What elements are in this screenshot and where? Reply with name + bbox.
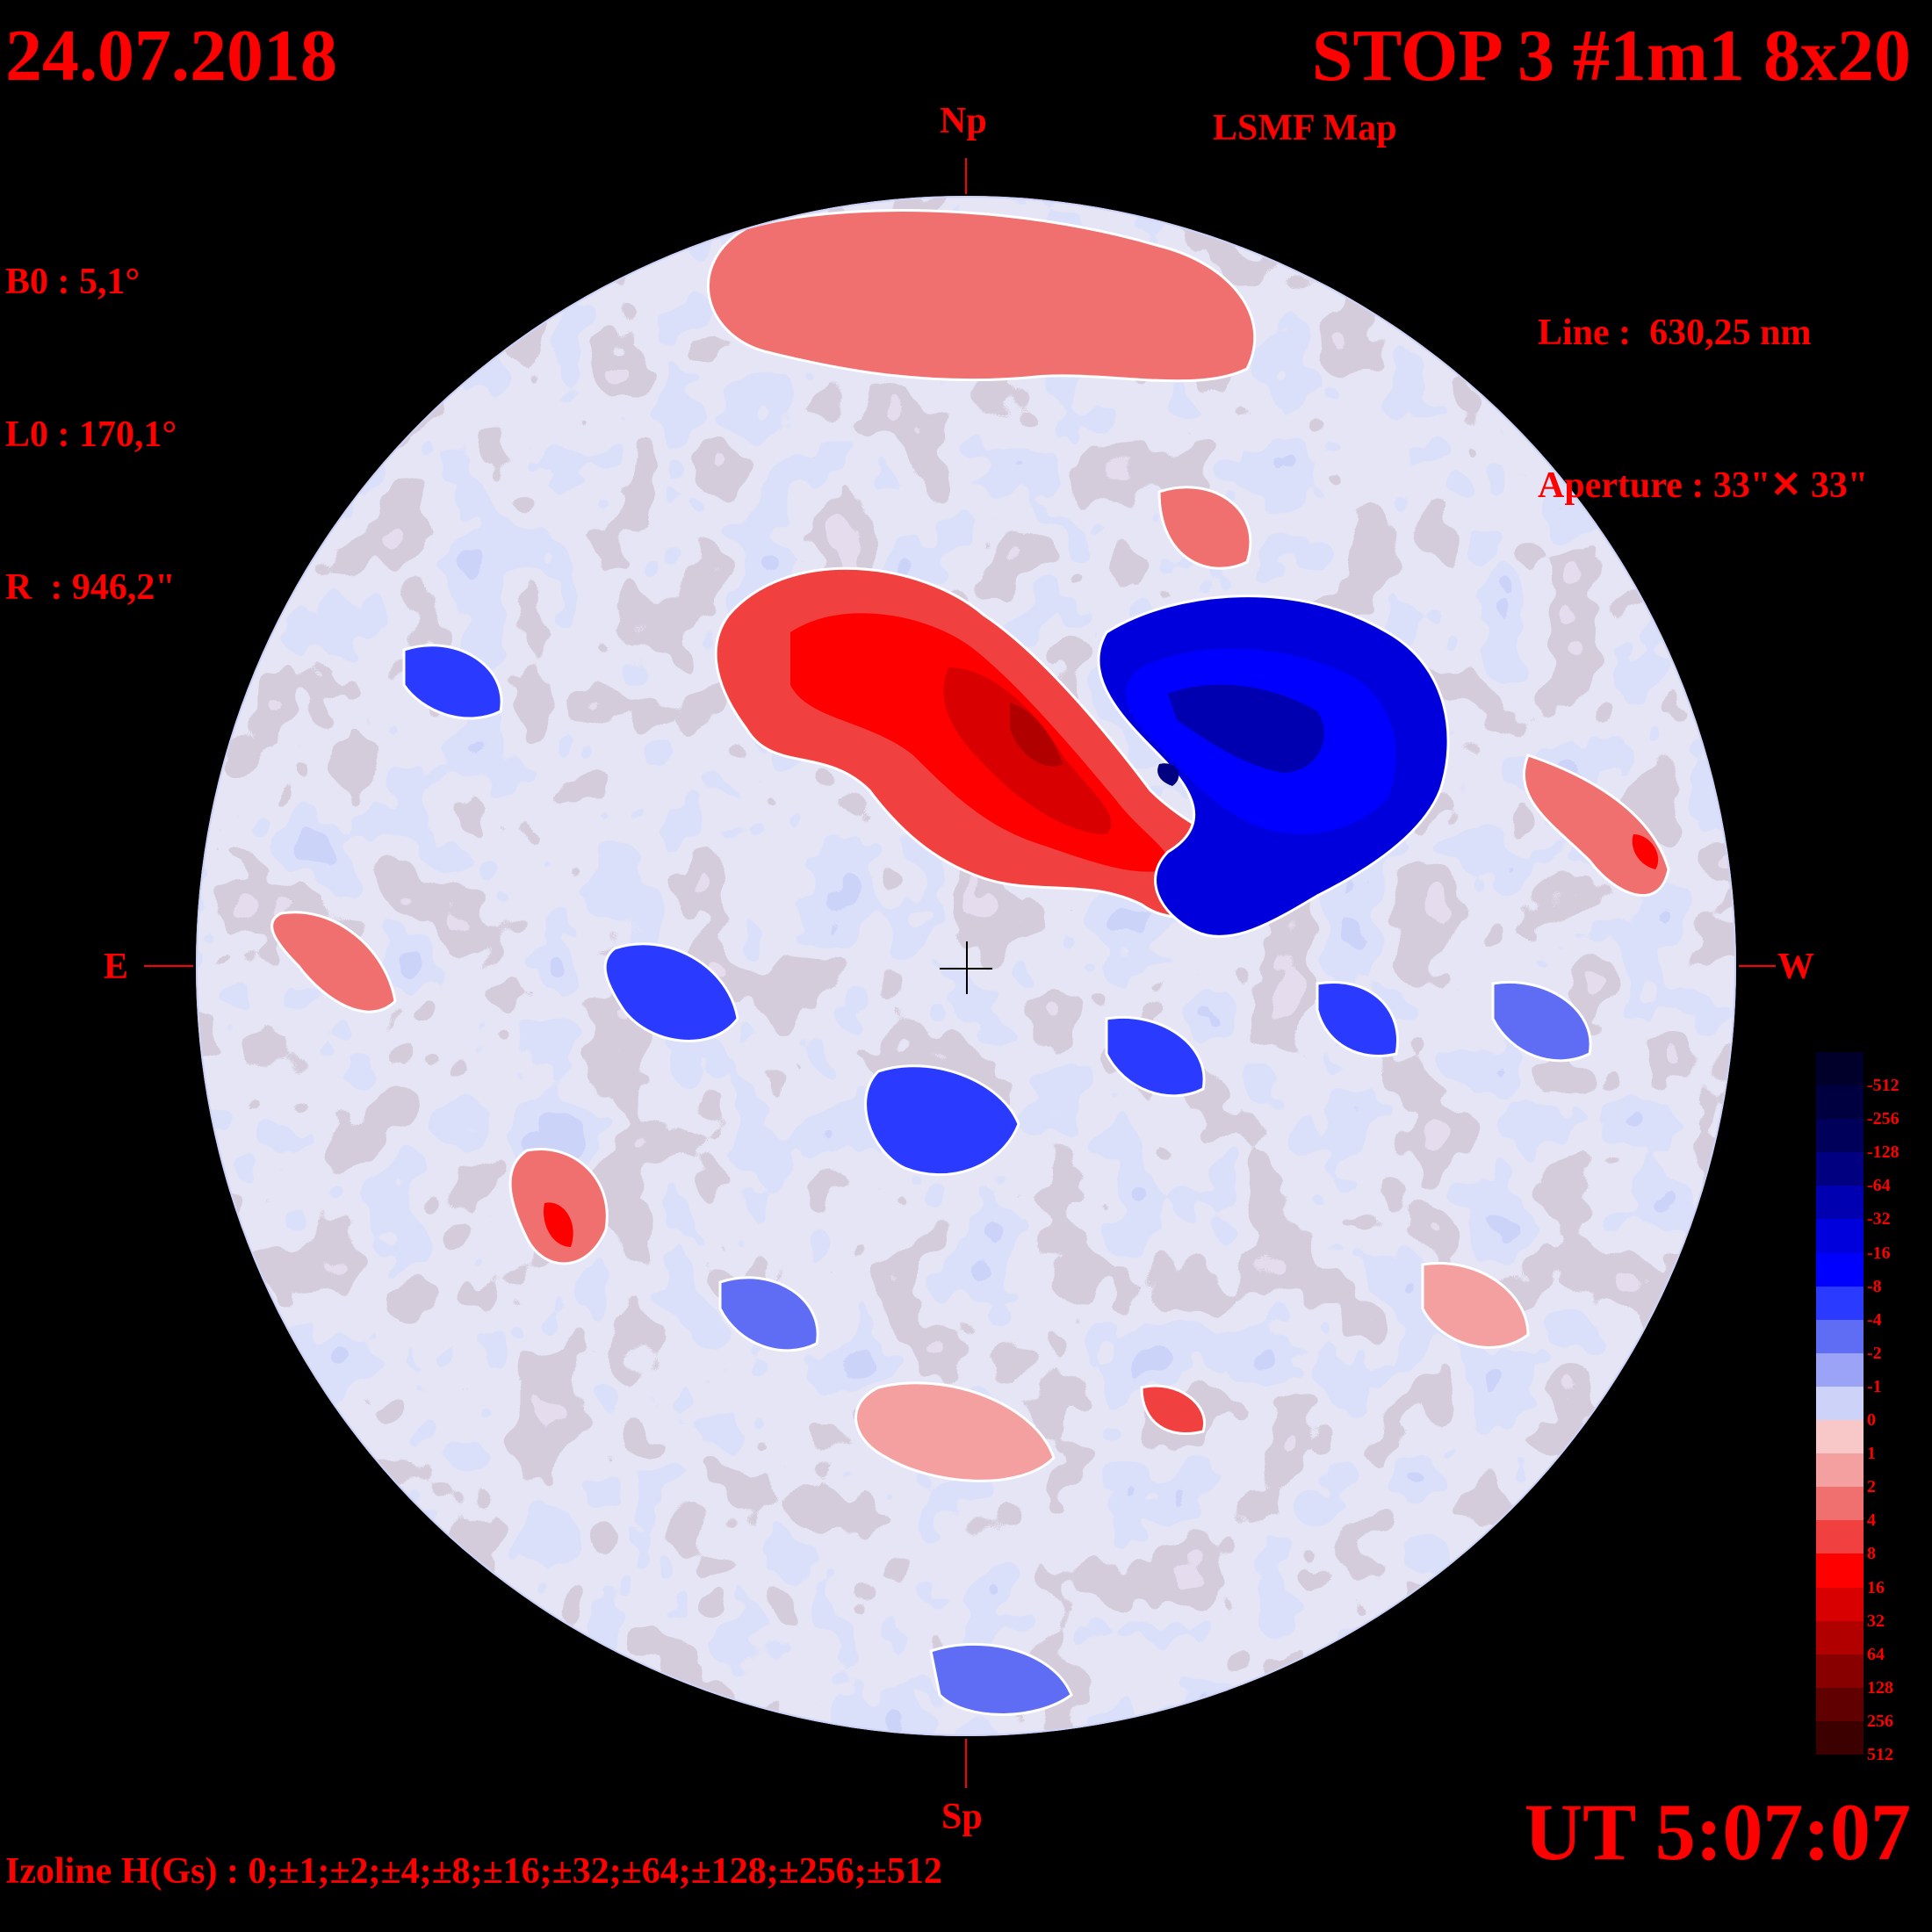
scale-label: 2 [1867, 1477, 1876, 1497]
observation-date: 24.07.2018 [5, 15, 337, 97]
scale-label: -4 [1867, 1309, 1882, 1330]
scale-label: 8 [1867, 1544, 1876, 1564]
scale-label: -32 [1867, 1209, 1891, 1229]
scale-label: 1 [1867, 1444, 1876, 1464]
scale-swatch [1816, 1487, 1864, 1521]
scale-label: 256 [1867, 1711, 1893, 1731]
scale-swatch [1816, 1052, 1864, 1086]
scale-label: -2 [1867, 1343, 1882, 1363]
map-title: STOP 3 #1m1 8x20 [1311, 15, 1911, 97]
l0-value: L0 : 170,1° [5, 415, 177, 455]
scale-swatch [1816, 1587, 1864, 1622]
scale-label: 16 [1867, 1577, 1885, 1597]
scale-swatch [1816, 1554, 1864, 1589]
center-cross [940, 941, 992, 994]
color-scale-bar [1816, 1052, 1864, 1755]
scale-label: 64 [1867, 1644, 1885, 1664]
observation-time: UT 5:07:07 [1524, 1787, 1911, 1877]
scale-label: -8 [1867, 1276, 1882, 1296]
scale-swatch [1816, 1219, 1864, 1254]
north-pole-label: Np [940, 101, 987, 141]
scale-swatch [1816, 1687, 1864, 1722]
b0-value: B0 : 5,1° [5, 262, 141, 302]
south-pole-label: Sp [941, 1797, 983, 1837]
aperture-value: Aperture : 33"✕ 33" [1538, 465, 1869, 506]
scale-swatch [1816, 1620, 1864, 1655]
scale-swatch [1816, 1186, 1864, 1220]
scale-label: 512 [1867, 1745, 1893, 1764]
scale-label: 32 [1867, 1611, 1885, 1631]
map-subtitle: LSMF Map [1213, 108, 1397, 148]
scale-swatch [1816, 1420, 1864, 1454]
scale-label: -128 [1867, 1143, 1900, 1163]
instrument-parameters: Line : 630,25 nm Aperture : 33"✕ 33" [1538, 205, 1868, 562]
scale-label: 128 [1867, 1677, 1893, 1698]
scale-swatch [1816, 1152, 1864, 1186]
scale-swatch [1816, 1085, 1864, 1120]
west-label: W [1777, 947, 1814, 987]
scale-swatch [1816, 1352, 1864, 1388]
scale-label: -1 [1867, 1376, 1882, 1396]
radius-value: R : 946,2" [5, 567, 176, 608]
east-label: E [104, 947, 129, 987]
scale-swatch [1816, 1453, 1864, 1488]
scale-swatch [1816, 1252, 1864, 1287]
scale-swatch [1816, 1319, 1864, 1354]
scale-swatch [1816, 1119, 1864, 1153]
scale-label: -64 [1867, 1176, 1891, 1196]
negative-field-region [402, 595, 1592, 1716]
scale-swatch [1816, 1286, 1864, 1321]
scale-swatch [1816, 1386, 1864, 1421]
spectral-line: Line : 630,25 nm [1538, 313, 1812, 353]
izoline-legend: Izoline H(Gs) : 0;±1;±2;±4;±8;±16;±32;±6… [5, 1851, 942, 1892]
scale-label: -16 [1867, 1243, 1891, 1263]
scale-label: 0 [1867, 1410, 1876, 1431]
solar-parameters: B0 : 5,1° L0 : 170,1° R : 946,2" [5, 155, 177, 664]
scale-label: 4 [1867, 1510, 1876, 1531]
scale-label: -512 [1867, 1076, 1900, 1096]
scale-swatch [1816, 1520, 1864, 1554]
scale-swatch [1816, 1720, 1864, 1755]
scale-label: -256 [1867, 1109, 1900, 1129]
scale-swatch [1816, 1654, 1864, 1689]
